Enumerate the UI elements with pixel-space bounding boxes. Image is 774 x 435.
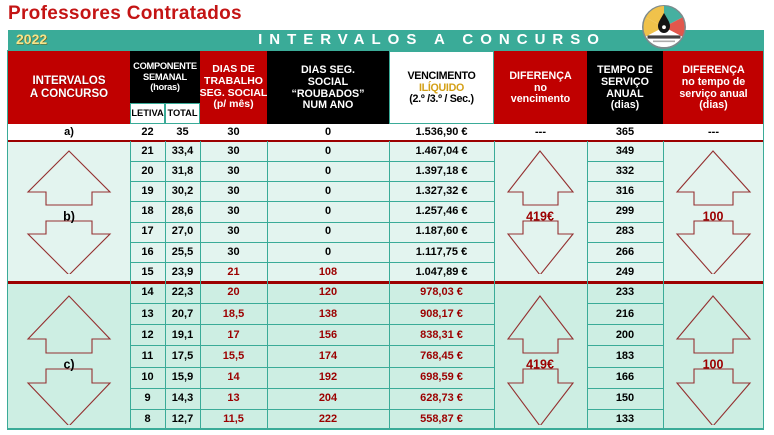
svg-text:419€: 419€ <box>526 357 554 371</box>
svg-text:419€: 419€ <box>526 209 554 223</box>
svg-text:100: 100 <box>703 209 724 223</box>
svg-text:100: 100 <box>703 357 724 371</box>
svg-text:c): c) <box>63 357 74 371</box>
svg-text:b): b) <box>63 209 75 223</box>
